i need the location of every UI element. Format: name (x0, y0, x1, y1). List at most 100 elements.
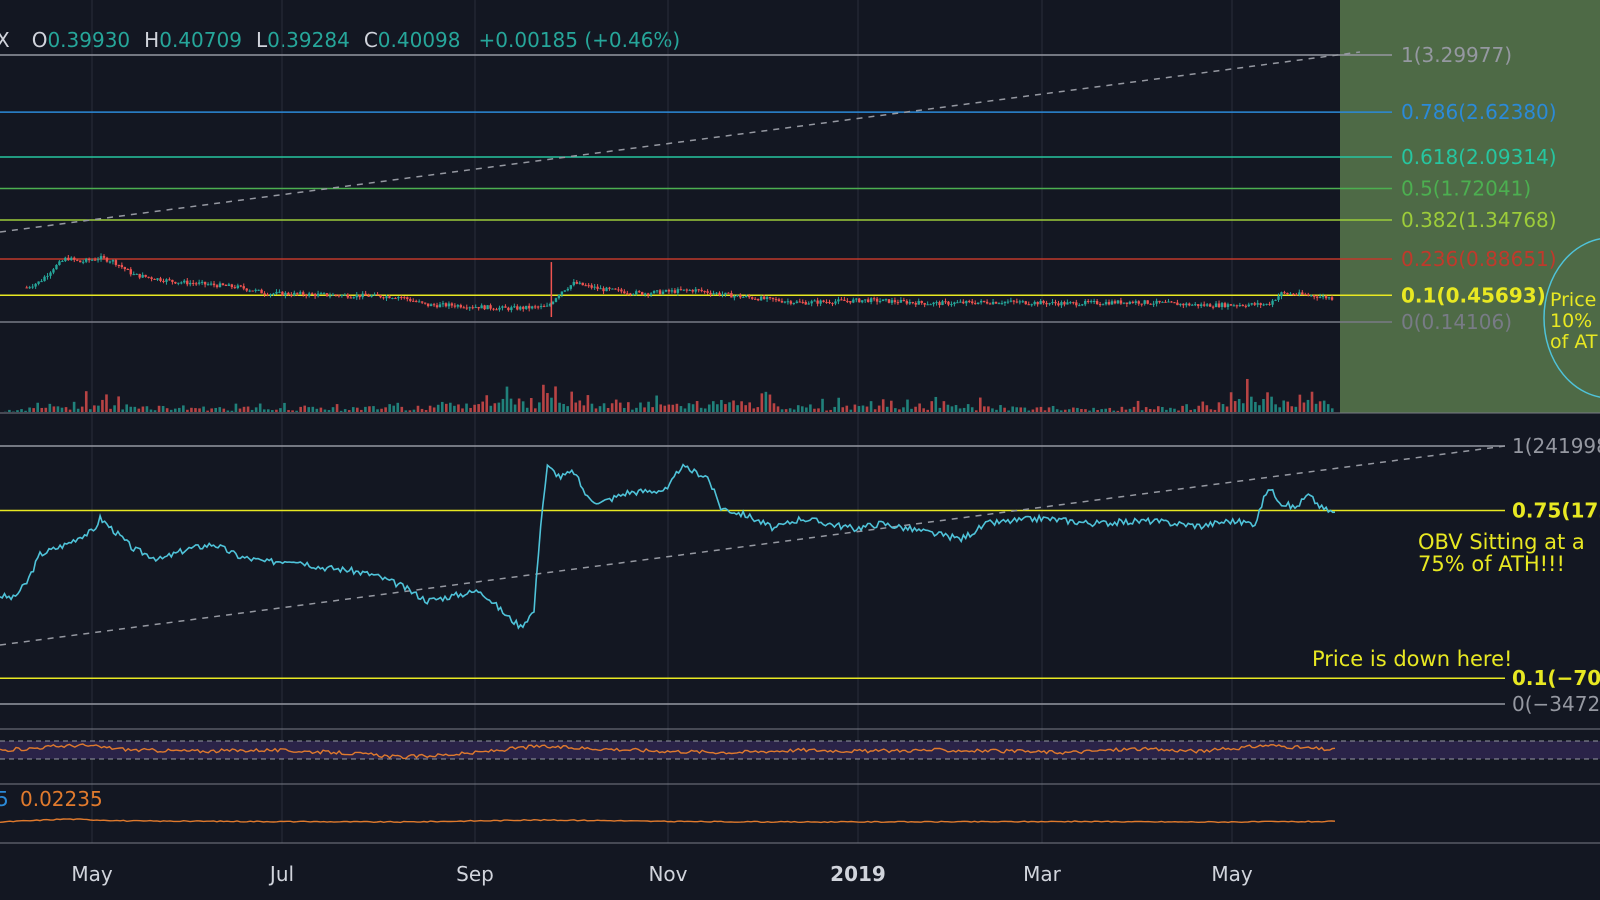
candle-body (477, 307, 480, 309)
volume-bar (756, 407, 760, 412)
volume-bar (44, 407, 48, 412)
candle-body (1069, 302, 1072, 304)
volume-bar (214, 407, 218, 412)
low-label: L (255, 28, 268, 52)
candle-body (810, 301, 813, 304)
volume-bar (93, 405, 96, 412)
candle-body (673, 290, 677, 293)
candle-body (1125, 302, 1129, 304)
volume-bar (671, 404, 675, 412)
candle-body (831, 303, 834, 305)
candle-body (605, 287, 608, 292)
volume-bar (1092, 407, 1095, 412)
volume-bar (631, 409, 634, 412)
volume-bar (934, 396, 938, 412)
volume-bar (570, 391, 574, 412)
volume-bar (691, 404, 695, 412)
candle-body (489, 305, 492, 309)
candle-body (415, 300, 418, 302)
volume-bar (250, 409, 254, 412)
candle-body (1000, 303, 1004, 305)
candle-body (697, 289, 700, 291)
candle-body (994, 301, 998, 304)
volume-bar (1080, 408, 1083, 412)
volume-bar (234, 403, 238, 412)
candle-body (721, 294, 724, 296)
fib-label: 0.382(1.34768) (1401, 208, 1557, 232)
volume-bar (48, 403, 52, 412)
candle-body (346, 294, 350, 298)
x-tick-label: May (1211, 862, 1253, 886)
volume-bar (295, 410, 298, 412)
annotation-price-line3: of AT (1550, 331, 1598, 353)
candle-body (724, 292, 727, 295)
candle-body (1173, 302, 1176, 304)
candle-body (209, 283, 213, 285)
candle-body (896, 302, 900, 304)
candle-body (1295, 294, 1298, 296)
volume-bar (598, 406, 602, 412)
volume-bar (857, 406, 861, 412)
candle-body (1042, 300, 1045, 303)
high-label: H (144, 28, 160, 52)
volume-bar (513, 404, 517, 412)
volume-bar (1181, 405, 1184, 412)
volume-bar (926, 409, 930, 412)
candle-body (587, 285, 590, 287)
volume-bar (1011, 406, 1014, 412)
volume-bar (457, 404, 460, 412)
candle-body (412, 300, 415, 302)
candle-body (43, 276, 46, 282)
candle-body (1012, 300, 1016, 302)
volume-bar (833, 406, 836, 412)
candle-body (1006, 301, 1010, 303)
volume-bar (271, 410, 274, 412)
candle-body (242, 286, 245, 289)
candle-body (194, 283, 198, 285)
volume-bar (1270, 396, 1273, 412)
change-value: +0.00185 (+0.46%) (478, 28, 681, 52)
candle-body (441, 303, 445, 305)
candle-body (1107, 302, 1111, 305)
candle-body (837, 299, 840, 302)
candle-body (417, 301, 421, 303)
candle-body (156, 278, 159, 280)
volume-bar (881, 399, 885, 412)
volume-bar (1169, 407, 1172, 412)
candle-body (1235, 305, 1239, 307)
candle-body (875, 298, 879, 302)
candle-body (974, 303, 977, 305)
candle-body (465, 307, 468, 309)
volume-bar (534, 408, 537, 412)
candle-body (1060, 302, 1063, 306)
volume-bar (113, 405, 116, 412)
volume-bar (89, 409, 92, 412)
volume-bar (323, 409, 327, 412)
grid (91, 0, 1233, 843)
fib-label: 0.618(2.09314) (1401, 145, 1557, 169)
candle-body (985, 301, 989, 304)
candle-body (272, 293, 275, 295)
candle-body (296, 292, 299, 294)
x-tick-label: Mar (1023, 862, 1062, 886)
volume-bar (780, 409, 784, 412)
volume-bar (716, 404, 719, 412)
candle-body (1051, 301, 1054, 304)
candle-body (971, 301, 974, 304)
candle-body (1140, 303, 1143, 305)
candle-body (420, 301, 424, 303)
candle-body (522, 306, 525, 309)
volume-bar (1290, 406, 1294, 412)
candle-body (756, 299, 760, 301)
volume-bar (1027, 410, 1031, 412)
candle-body (313, 294, 317, 297)
candle-body (893, 300, 897, 303)
candle-body (950, 304, 953, 306)
rsi-line (0, 743, 1336, 760)
candle-body (480, 305, 483, 309)
indicator-line (0, 818, 1336, 824)
candle-body (533, 306, 537, 308)
candle-body (504, 306, 507, 308)
volume-bar (894, 408, 897, 412)
